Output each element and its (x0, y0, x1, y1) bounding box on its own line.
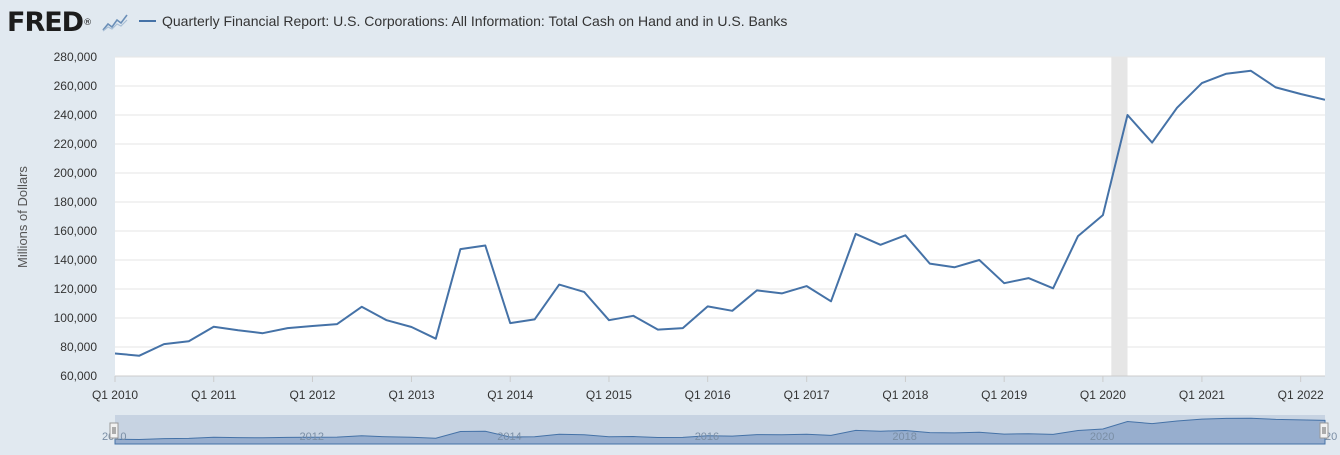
x-tick-label: Q1 2017 (784, 388, 830, 402)
x-tick-label: Q1 2010 (92, 388, 138, 402)
y-tick-label: 60,000 (60, 369, 97, 383)
navigator-area (114, 417, 1326, 445)
y-axis: 60,000 80,000 100,000 120,000 140,000 160,000… (54, 50, 98, 383)
range-navigator[interactable]: 20102012201420162018202020 (102, 415, 1337, 445)
x-tick-label: Q1 2018 (882, 388, 928, 402)
recession-band (1111, 57, 1128, 376)
navigator-right-handle[interactable] (1319, 422, 1329, 439)
registered-mark: ® (83, 18, 92, 28)
navigator-left-handle[interactable] (109, 422, 119, 439)
legend-label: Quarterly Financial Report: U.S. Corpora… (162, 13, 788, 29)
y-tick-label: 240,000 (54, 108, 98, 122)
y-tick-label: 160,000 (54, 224, 98, 238)
fred-logo[interactable]: FRED® (7, 6, 92, 40)
y-tick-label: 80,000 (60, 340, 97, 354)
x-tick-label: Q1 2016 (685, 388, 731, 402)
y-tick-label: 200,000 (54, 166, 98, 180)
navigator-series (114, 417, 1326, 445)
navigator-tick-label: 2020 (1090, 431, 1114, 443)
recession-bands (1111, 57, 1128, 376)
chart-header: FRED® Quarterly Financial Report: U.S. C… (0, 0, 1340, 46)
y-tick-label: 280,000 (54, 50, 98, 64)
x-axis: Q1 2010 Q1 2011 Q1 2012 Q1 2013 Q1 2014 Q1 20… (92, 375, 1325, 402)
navigator-tick-label: 2012 (299, 431, 323, 443)
x-tick-label: Q1 2014 (487, 388, 533, 402)
x-tick-label: Q1 2012 (289, 388, 335, 402)
x-tick-label: Q1 2013 (388, 388, 434, 402)
legend-swatch (139, 20, 156, 22)
navigator-tick-label: 2014 (497, 431, 521, 443)
series-line (115, 69, 1325, 357)
navigator-tick-label: 2018 (892, 431, 916, 443)
y-tick-label: 180,000 (54, 195, 98, 209)
y-tick-label: 220,000 (54, 137, 98, 151)
series-layer (115, 69, 1325, 357)
logo-text: FRED (7, 7, 84, 38)
x-tick-label: Q1 2019 (981, 388, 1027, 402)
y-tick-label: 140,000 (54, 253, 98, 267)
y-tick-label: 120,000 (54, 282, 98, 296)
navigator-ticks: 20102012201420162018202020 (102, 431, 1337, 443)
chart-legend[interactable]: Quarterly Financial Report: U.S. Corpora… (139, 13, 787, 29)
x-tick-label: Q1 2011 (191, 388, 236, 402)
y-axis-title: Millions of Dollars (15, 166, 30, 268)
y-tick-label: 260,000 (54, 79, 98, 93)
x-tick-label: Q1 2020 (1080, 388, 1126, 402)
x-tick-label: Q1 2015 (586, 388, 632, 402)
x-tick-label: Q1 2022 (1278, 388, 1324, 402)
x-tick-label: Q1 2021 (1179, 388, 1225, 402)
navigator-tick-label: 2016 (695, 431, 719, 443)
y-tick-label: 100,000 (54, 311, 98, 325)
line-graph-icon (102, 12, 128, 32)
